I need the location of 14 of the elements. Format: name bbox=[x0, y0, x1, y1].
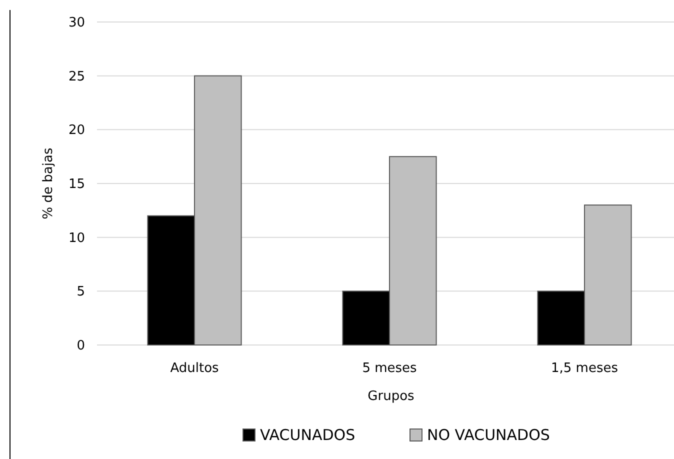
x-axis-title: Grupos bbox=[368, 389, 415, 404]
legend-label: VACUNADOS bbox=[260, 426, 356, 444]
y-tick-label: 15 bbox=[68, 177, 85, 192]
y-tick-label: 0 bbox=[76, 338, 85, 354]
y-axis-title: % de bajas bbox=[41, 148, 56, 220]
y-tick-label: 10 bbox=[68, 230, 85, 246]
x-tick-label: Adultos bbox=[170, 361, 220, 376]
legend-label: NO VACUNADOS bbox=[427, 426, 550, 444]
y-tick-label: 30 bbox=[68, 16, 85, 31]
x-tick-label: 1,5 meses bbox=[550, 361, 618, 376]
y-tick-label: 5 bbox=[76, 284, 85, 300]
x-tick-label: 5 meses bbox=[362, 361, 418, 376]
y-tick-label: 25 bbox=[68, 69, 85, 84]
y-tick-label: 20 bbox=[68, 123, 85, 138]
